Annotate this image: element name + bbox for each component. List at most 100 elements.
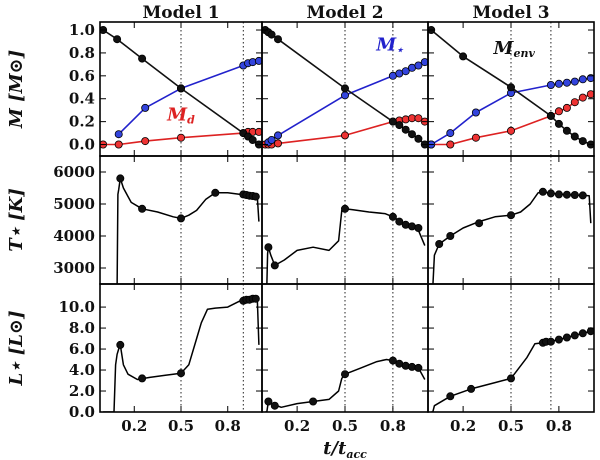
luminosity-marker [116,340,125,349]
curve-annotation-subscript: d [187,113,195,126]
disk-mass-marker [570,98,579,107]
y-axis-label: M [M⊙] [6,50,27,129]
disk-mass-marker [340,131,349,140]
y-tick-label: 10.0 [58,298,95,316]
x-axis-label-subscript: acc [346,448,367,460]
envelope-mass-marker [176,84,185,93]
star-mass-marker [273,131,282,140]
curve-annotation: Menv [493,38,536,60]
disk-mass-marker [176,133,185,142]
envelope-mass-marker [340,84,349,93]
y-axis-label: L⋆ [L⊙] [6,311,27,387]
disk-mass-marker [273,139,282,148]
star-mass-marker [141,103,150,112]
luminosity-marker [467,384,476,393]
temperature-marker [388,212,397,221]
disk-mass-line [431,93,592,146]
y-tick-label: 5000 [53,195,95,213]
luminosity-marker [340,370,349,379]
luminosity-line [103,297,260,412]
curve-annotation-subscript: ⋆ [396,44,404,57]
y-tick-label: 0.2 [69,113,95,131]
luminosity-marker [562,333,571,342]
envelope-mass-marker [414,134,423,143]
x-tick-label: 0.5 [332,417,358,435]
x-tick-label: 0.5 [168,417,194,435]
temperature-marker [446,231,455,240]
y-tick-label: 4.0 [69,361,95,379]
y-tick-label: 6.0 [69,340,95,358]
x-tick-label: 0.8 [215,417,241,435]
envelope-mass-marker [459,52,468,61]
star-mass-marker [340,91,349,100]
x-tick-label: 0.5 [498,417,524,435]
y-tick-label: 8.0 [69,319,95,337]
star-mass-marker [420,58,428,67]
envelope-mass-marker [578,137,587,146]
temperature-marker [251,192,260,201]
temperature-marker [578,191,587,200]
luminosity-marker [264,397,273,406]
star-mass-line [430,77,591,146]
envelope-mass-marker [407,130,416,139]
star-mass-marker [267,135,276,144]
disk-mass-marker [254,127,262,136]
star-mass-marker [471,108,480,117]
y-tick-label: 0.6 [69,67,95,85]
luminosity-marker [138,374,147,383]
disk-mass-marker [414,114,423,123]
temperature-marker [554,190,563,199]
star-mass-marker [414,61,423,70]
model-title: Model 3 [472,3,549,23]
y-axis-label: T⋆ [K] [6,188,27,252]
envelope-mass-marker [273,35,282,44]
x-axis-label: t/tacc [323,438,367,460]
star-mass-marker [578,75,587,84]
temperature-marker [270,261,279,270]
x-tick-label: 0.2 [450,417,476,435]
luminosity-marker [414,363,423,372]
model-title: Model 2 [306,3,383,23]
disk-mass-marker [506,126,515,135]
temperature-marker [562,190,571,199]
temperature-marker [176,214,185,223]
disk-mass-marker [446,140,455,149]
x-tick-label: 0.2 [284,417,310,435]
envelope-mass-marker [248,135,257,144]
luminosity-marker [251,294,260,303]
curve-annotation: M⋆ [375,35,404,57]
luminosity-marker [270,401,279,410]
envelope-mass-marker [401,125,410,134]
curve-annotation: Md [166,104,195,126]
star-mass-marker [254,56,262,65]
star-mass-marker [401,67,410,76]
envelope-mass-marker [546,111,555,120]
luminosity-marker [388,356,397,365]
y-tick-label: 4000 [53,227,95,245]
luminosity-marker [176,369,185,378]
star-mass-marker [446,129,455,138]
star-mass-marker [562,78,571,87]
envelope-mass-marker [554,119,563,128]
luminosity-marker [578,329,587,338]
y-tick-label: 0.0 [69,403,95,421]
x-tick-label: 0.8 [380,417,406,435]
curve-annotation-subscript: env [513,47,535,60]
envelope-mass-marker [138,54,147,63]
envelope-mass-marker [267,30,276,39]
x-tick-label: 0.2 [121,417,147,435]
temperature-marker [138,204,147,213]
disk-mass-marker [578,93,587,102]
envelope-mass-marker [388,117,397,126]
temperature-marker [435,239,444,248]
model-title: Model 1 [142,3,219,23]
temperature-marker [570,190,579,199]
star-mass-marker [570,77,579,86]
y-tick-label: 0.4 [69,90,95,108]
temperature-marker [340,204,349,213]
disk-mass-marker [114,140,123,149]
x-tick-label: 0.8 [546,417,572,435]
luminosity-marker [506,374,515,383]
disk-mass-marker [141,137,150,146]
